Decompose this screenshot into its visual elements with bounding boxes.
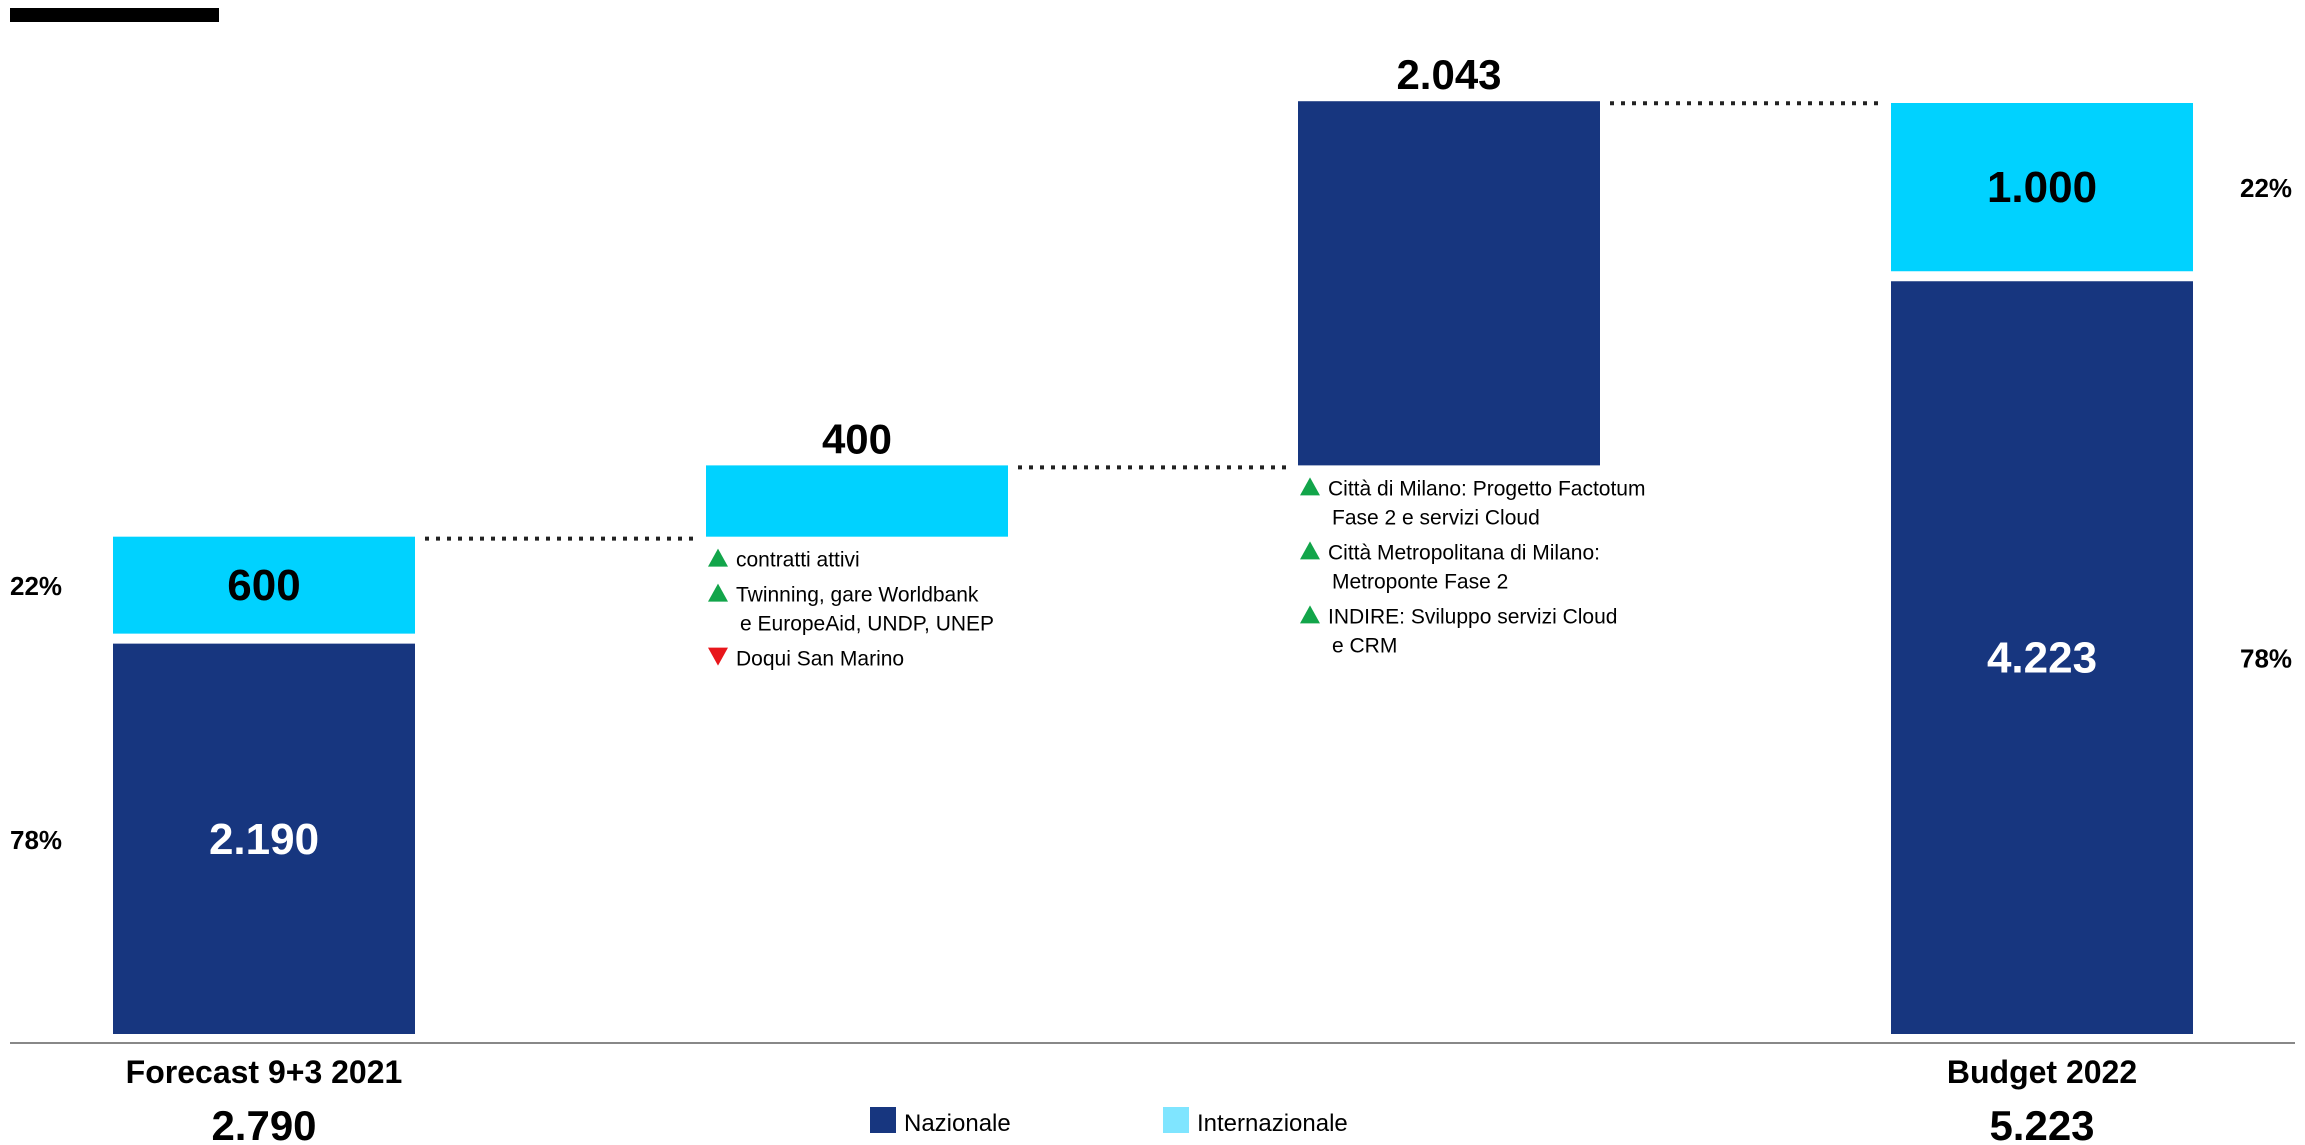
segment-value-label: 600 [227,561,300,610]
annotation-text: contratti attivi [736,549,860,572]
increase-triangle-icon [1300,541,1320,560]
annotation-text: Città di Milano: Progetto Factotum [1328,477,1645,500]
increase-triangle-icon [708,583,728,602]
delta-value-label: 400 [822,415,892,462]
annotation-text: e EuropeAid, UNDP, UNEP [740,613,994,636]
decrease-triangle-icon [708,647,728,666]
bar-segment-internazionale [113,536,415,634]
increase-triangle-icon [708,548,728,567]
bar-segment-nazionale [1891,281,2193,1034]
delta-bar-nazionale [1298,101,1600,466]
increase-triangle-icon [1300,477,1320,496]
delta-bar-internazionale [706,465,1008,537]
segment-value-label: 2.190 [209,815,319,864]
annotation-text: Doqui San Marino [736,648,904,671]
category-label: Forecast 9+3 2021 [126,1054,403,1090]
segment-percent-label: 22% [2240,173,2292,203]
legend-swatch [1163,1107,1189,1133]
segment-percent-label: 78% [10,825,62,855]
annotation-text: Fase 2 e servizi Cloud [1332,506,1540,529]
total-value-label: 5.223 [1989,1102,2094,1145]
segment-percent-label: 78% [2240,644,2292,674]
annotation-text: INDIRE: Sviluppo servizi Cloud [1328,605,1617,628]
annotation-text: Città Metropolitana di Milano: [1328,541,1600,564]
segment-value-label: 4.223 [1987,634,2097,683]
segment-value-label: 1.000 [1987,163,2097,212]
segment-percent-label: 22% [10,571,62,601]
total-value-label: 2.790 [211,1102,316,1145]
annotation-text: Metroponte Fase 2 [1332,570,1508,593]
delta-value-label: 2.043 [1396,51,1501,98]
increase-triangle-icon [1300,605,1320,624]
legend-label: Internazionale [1197,1110,1348,1137]
legend-label: Nazionale [904,1110,1011,1137]
category-label: Budget 2022 [1947,1054,2137,1090]
bar-segment-internazionale [1891,103,2193,272]
bar-segment-nazionale [113,643,415,1034]
title-bar-mark [10,8,219,22]
legend-swatch [870,1107,896,1133]
annotation-text: Twinning, gare Worldbank [736,584,979,607]
annotation-text: e CRM [1332,634,1397,657]
